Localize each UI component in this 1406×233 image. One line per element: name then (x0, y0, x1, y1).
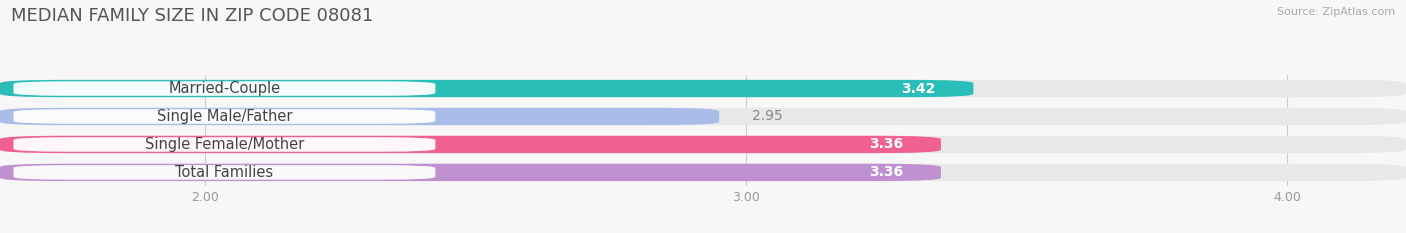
FancyBboxPatch shape (14, 81, 436, 96)
FancyBboxPatch shape (14, 109, 436, 124)
Text: MEDIAN FAMILY SIZE IN ZIP CODE 08081: MEDIAN FAMILY SIZE IN ZIP CODE 08081 (11, 7, 374, 25)
Text: Single Female/Mother: Single Female/Mother (145, 137, 304, 152)
Text: Married-Couple: Married-Couple (169, 81, 280, 96)
FancyBboxPatch shape (14, 137, 436, 152)
Text: Source: ZipAtlas.com: Source: ZipAtlas.com (1277, 7, 1395, 17)
FancyBboxPatch shape (0, 108, 720, 125)
Text: 3.36: 3.36 (869, 137, 903, 151)
FancyBboxPatch shape (0, 108, 1406, 125)
FancyBboxPatch shape (14, 165, 436, 180)
Text: 3.42: 3.42 (901, 82, 935, 96)
FancyBboxPatch shape (0, 80, 973, 97)
FancyBboxPatch shape (0, 164, 1406, 181)
FancyBboxPatch shape (0, 80, 1406, 97)
FancyBboxPatch shape (0, 164, 941, 181)
FancyBboxPatch shape (0, 136, 1406, 153)
FancyBboxPatch shape (0, 136, 941, 153)
Text: 3.36: 3.36 (869, 165, 903, 179)
Text: Total Families: Total Families (176, 165, 274, 180)
Text: Single Male/Father: Single Male/Father (156, 109, 292, 124)
Text: 2.95: 2.95 (752, 110, 782, 123)
